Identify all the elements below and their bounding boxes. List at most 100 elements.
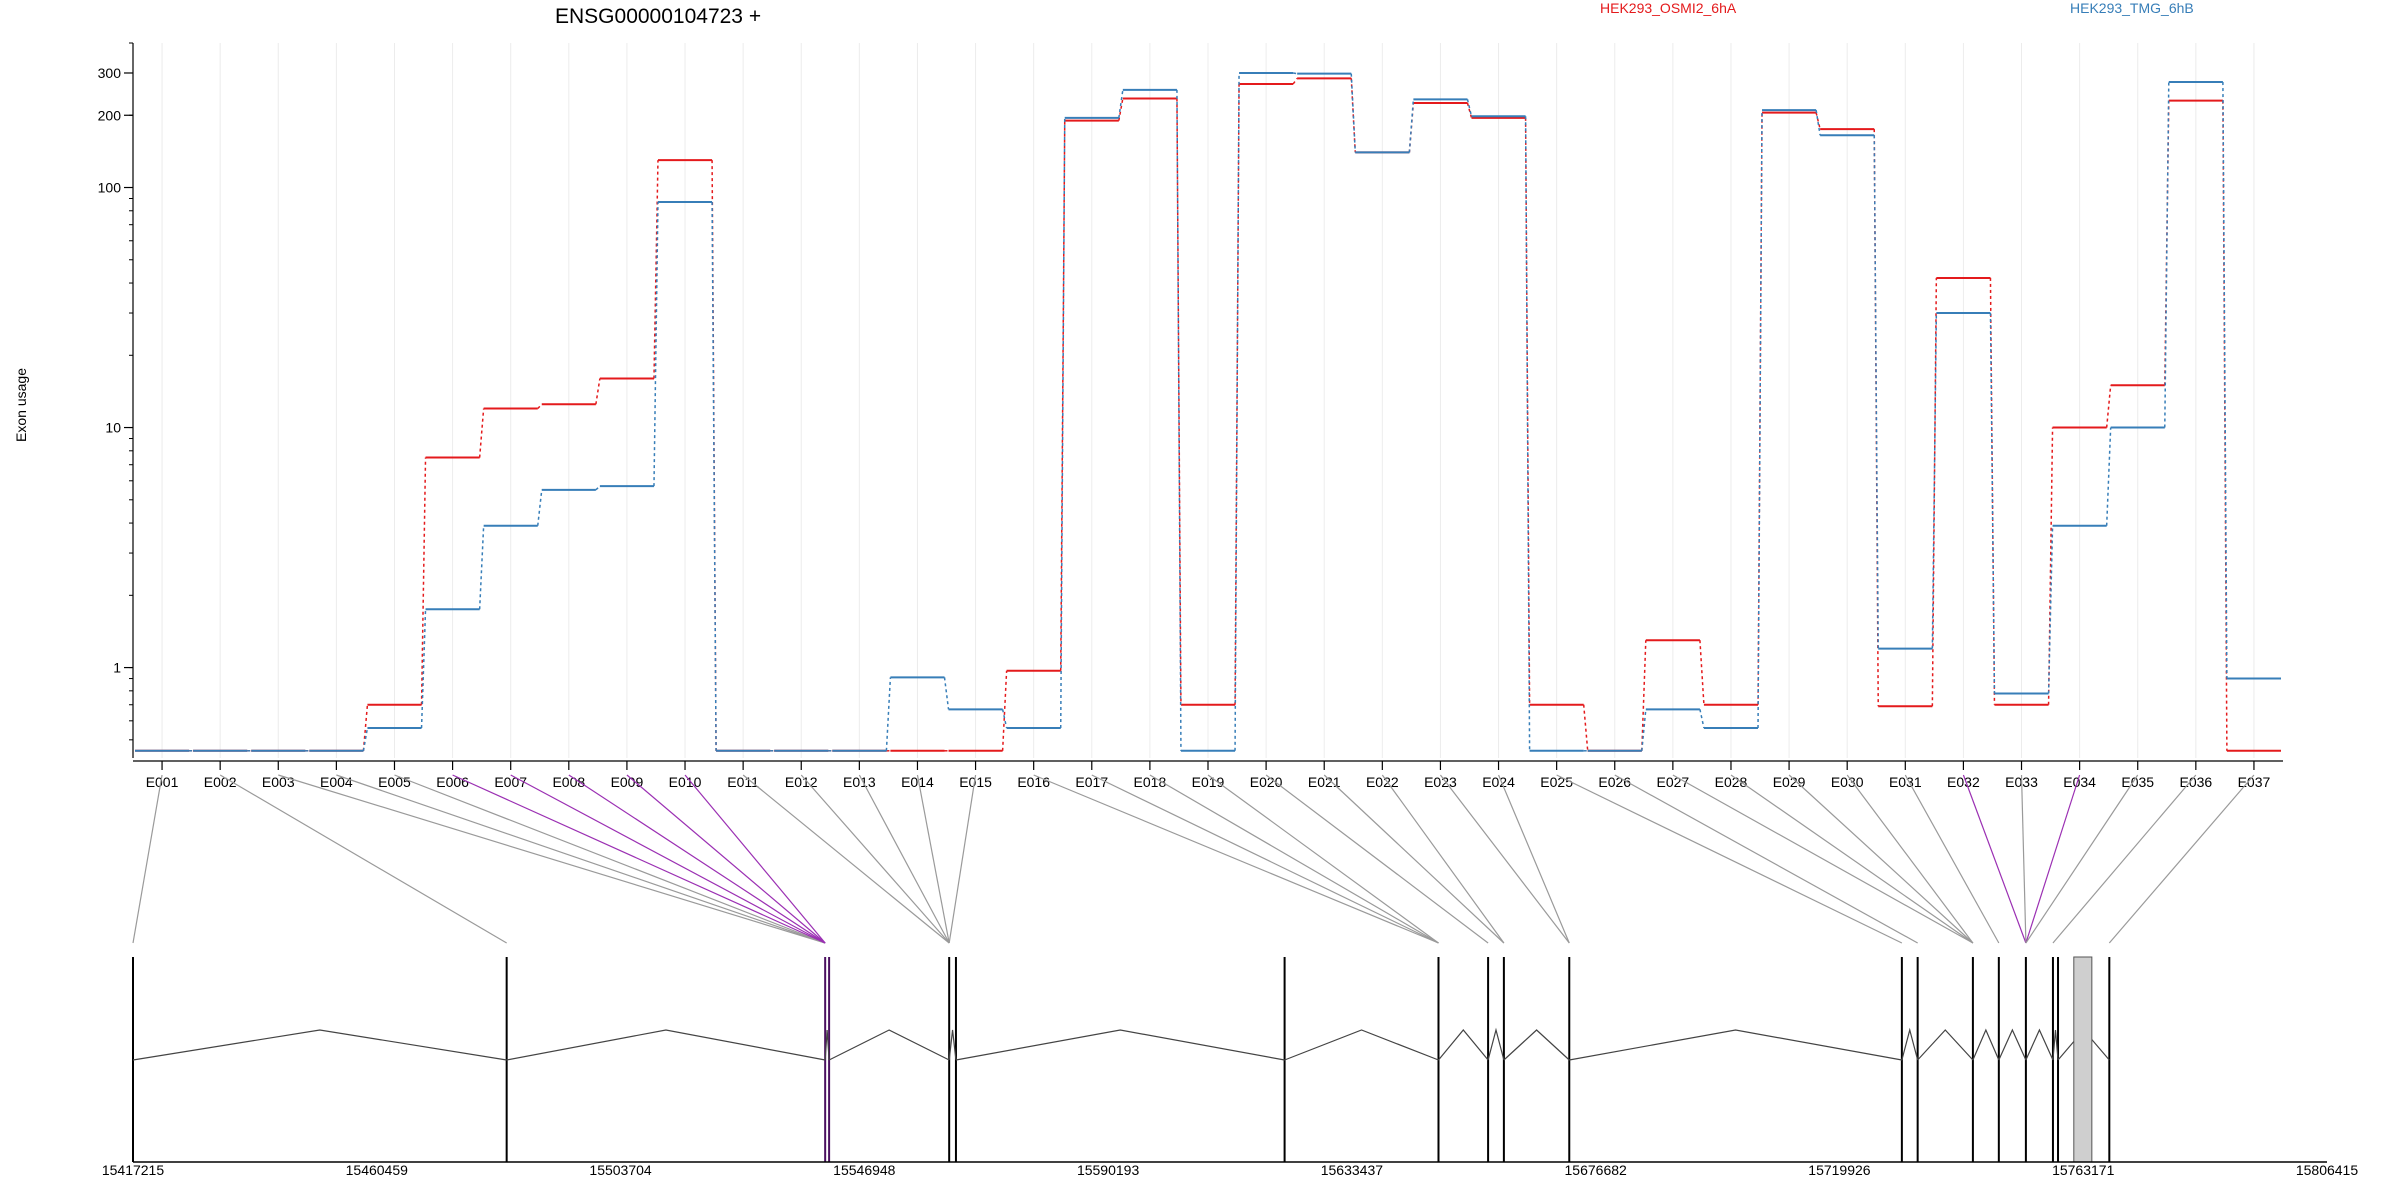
- exon-connector: [1614, 774, 1918, 944]
- data-connector: [420, 457, 427, 705]
- intron-chevron: [1503, 1029, 1570, 1061]
- exon-connector: [1904, 774, 2000, 944]
- data-connector: [1641, 640, 1647, 751]
- data-connector: [1524, 116, 1531, 751]
- intron-chevron: [1569, 1029, 1902, 1061]
- x-tick-label: E030: [1831, 774, 1864, 790]
- y-tick-label: 10: [105, 420, 121, 436]
- data-connector: [478, 408, 485, 458]
- data-connector: [2047, 525, 2054, 694]
- data-connector: [2164, 82, 2170, 428]
- intron-chevron: [828, 1029, 950, 1061]
- x-tick-label: E026: [1598, 774, 1631, 790]
- data-connector: [653, 202, 659, 487]
- data-connector: [1350, 73, 1357, 153]
- genomic-tick-label: 15633437: [1321, 1162, 1384, 1178]
- legend-series-1: HEK293_OSMI2_6hA: [1600, 0, 1737, 16]
- x-tick-label: E028: [1715, 774, 1748, 790]
- y-tick-label: 200: [98, 107, 122, 123]
- data-connector: [1293, 72, 1298, 75]
- genomic-tick-label: 15546948: [833, 1162, 896, 1178]
- x-tick-label: E019: [1192, 774, 1225, 790]
- x-tick-label: E025: [1540, 774, 1573, 790]
- data-connector: [420, 609, 427, 729]
- data-connector: [1118, 89, 1124, 119]
- exon-connector: [1149, 774, 1439, 944]
- data-connector: [1466, 102, 1473, 119]
- data-connector: [537, 489, 543, 526]
- exon-connector: [1788, 774, 1974, 944]
- y-tick-label: 100: [98, 180, 122, 196]
- data-connector: [2105, 427, 2112, 526]
- data-connector: [1815, 112, 1821, 130]
- genomic-tick-label: 15676682: [1565, 1162, 1628, 1178]
- x-tick-label: E004: [320, 774, 353, 790]
- legend-series-2: HEK293_TMG_6hB: [2070, 0, 2194, 16]
- x-tick-label: E006: [436, 774, 469, 790]
- data-connector: [1234, 72, 1240, 751]
- exon-connector: [219, 774, 507, 944]
- intron-chevron: [132, 1029, 507, 1061]
- exon-block: [2073, 956, 2093, 1163]
- x-tick-label: E009: [611, 774, 644, 790]
- exon-connector: [1265, 774, 1489, 944]
- data-connector: [362, 727, 369, 751]
- exon-connector: [1962, 774, 2027, 944]
- intron-chevron: [1438, 1029, 1489, 1061]
- exon-connector: [1730, 774, 1974, 944]
- exon-connector: [1323, 774, 1505, 944]
- data-connector: [1059, 117, 1066, 729]
- data-connector: [711, 202, 717, 751]
- exon-connector: [1846, 774, 1974, 944]
- intron-chevron: [955, 1029, 1285, 1061]
- data-connector: [1466, 99, 1473, 117]
- data-connector: [1292, 77, 1298, 85]
- y-axis-label: Exon usage: [13, 368, 29, 442]
- data-connector: [1176, 98, 1182, 705]
- data-connector: [595, 378, 601, 405]
- data-connector: [1873, 135, 1879, 649]
- exon-connector: [1207, 774, 1439, 944]
- exon-connector: [1033, 774, 1439, 944]
- x-tick-label: E018: [1134, 774, 1167, 790]
- exon-connector: [1091, 774, 1439, 944]
- x-tick-label: E036: [2179, 774, 2212, 790]
- data-connector: [595, 485, 601, 491]
- data-connector: [1234, 83, 1240, 705]
- exon-connector: [916, 774, 950, 944]
- exon-connector-lines: [132, 774, 2255, 944]
- intron-chevron: [506, 1029, 826, 1061]
- exon-connector: [2025, 774, 2139, 944]
- plot-area: 1 10 100 200 300 E001 E002 E003 E004 E005 E006 E007…: [98, 42, 2283, 790]
- x-tick-label: E022: [1366, 774, 1399, 790]
- data-connector: [1059, 120, 1066, 671]
- data-connector: [943, 677, 950, 710]
- x-tick-label: E031: [1889, 774, 1922, 790]
- data-connector: [537, 403, 543, 410]
- exon-connector: [278, 774, 826, 944]
- exon-connector: [1439, 774, 1570, 944]
- data-connector: [1408, 99, 1415, 153]
- genomic-tick-label: 15763171: [2052, 1162, 2115, 1178]
- exon-connector: [742, 774, 950, 944]
- data-connector: [1931, 277, 1938, 707]
- data-connector: [1524, 117, 1531, 705]
- chart-title: ENSG00000104723 +: [555, 5, 761, 28]
- x-tick-label: E007: [494, 774, 527, 790]
- x-tick-label: E017: [1075, 774, 1108, 790]
- data-connector: [653, 160, 659, 379]
- data-connector: [478, 525, 485, 610]
- exon-connector: [948, 774, 977, 944]
- x-tick-label: E023: [1424, 774, 1457, 790]
- exon-connector: [2020, 774, 2027, 944]
- x-tick-label: E013: [843, 774, 876, 790]
- genomic-tick-label: 15460459: [346, 1162, 409, 1178]
- exon-connector: [1556, 774, 1903, 944]
- exon-connector: [2052, 774, 2197, 944]
- x-tick-label: E003: [262, 774, 295, 790]
- x-tick-label: E024: [1482, 774, 1515, 790]
- data-connector: [1989, 277, 1996, 705]
- exon-connector: [394, 774, 826, 944]
- data-connector: [1699, 640, 1705, 705]
